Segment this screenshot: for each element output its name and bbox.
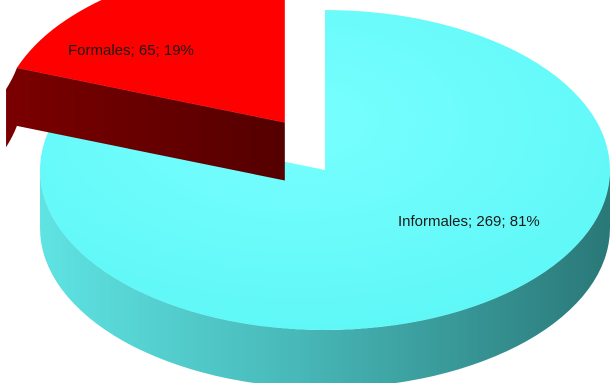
data-label-informales: Informales; 269; 81% bbox=[398, 213, 540, 230]
slice-informales-top bbox=[40, 10, 610, 331]
slice-informales-side bbox=[40, 170, 610, 383]
slice-formales-top bbox=[16, 0, 285, 123]
data-label-formales: Formales; 65; 19% bbox=[68, 42, 194, 59]
slice-formales-side bbox=[6, 67, 285, 181]
